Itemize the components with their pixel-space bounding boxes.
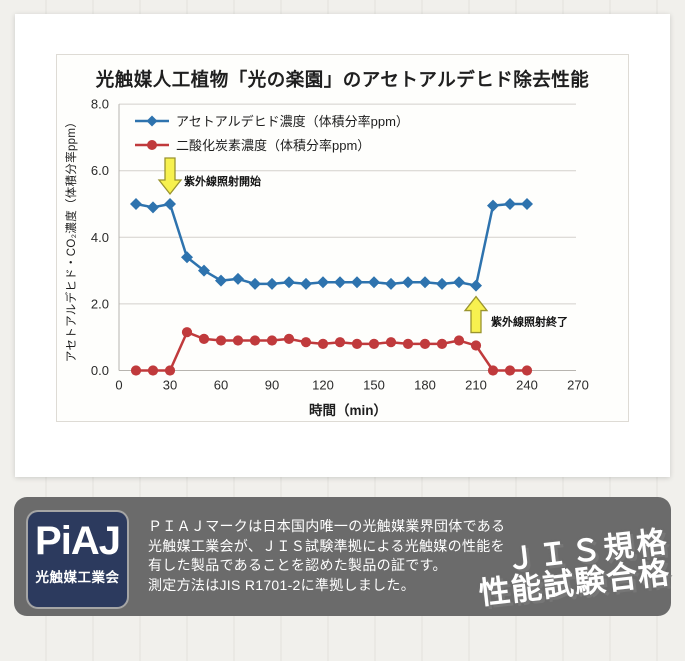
svg-text:紫外線照射開始: 紫外線照射開始 — [184, 174, 261, 188]
svg-text:30: 30 — [163, 378, 177, 393]
acetaldehyde-series-marker-icon — [135, 115, 169, 126]
piaj-footer-panel: PiAJ 光触媒工業会 ＰＩＡＪマークは日本国内唯一の光触媒業界団体である 光触… — [14, 497, 671, 616]
piaj-description: ＰＩＡＪマークは日本国内唯一の光触媒業界団体である 光触媒工業会が、ＪＩＳ試験準… — [148, 517, 505, 595]
svg-text:0: 0 — [115, 378, 122, 393]
piaj-logo-text: PiAJ — [35, 519, 121, 563]
y-axis-title: アセトアルデヒド・CO₂濃度（体積分率ppm） — [66, 115, 78, 363]
svg-text:210: 210 — [465, 378, 487, 393]
svg-text:紫外線照射終了: 紫外線照射終了 — [491, 315, 568, 329]
svg-text:240: 240 — [516, 378, 538, 393]
x-axis-title: 時間（min） — [308, 403, 387, 418]
svg-text:150: 150 — [363, 378, 385, 393]
svg-text:90: 90 — [265, 378, 279, 393]
piaj-logo: PiAJ 光触媒工業会 — [28, 512, 127, 607]
scan-area: 光触媒人工植物「光の楽園」のアセトアルデヒド除去性能 0.0 2.0 4.0 6.0 8… — [56, 54, 629, 422]
co2-series-marker-icon — [135, 139, 169, 150]
legend-item-acetaldehyde: アセトアルデヒド濃度（体積分率ppm） — [132, 111, 409, 130]
description-line-3: 有した製品であることを認めた製品の証です。 — [148, 557, 447, 574]
svg-text:60: 60 — [214, 378, 228, 393]
chart-plot: 0.0 2.0 4.0 6.0 8.0 0 30 60 90 120 150 180 210 240 270… — [91, 97, 589, 393]
description-line-1: ＰＩＡＪマークは日本国内唯一の光触媒業界団体である — [148, 518, 506, 534]
svg-text:2.0: 2.0 — [91, 296, 109, 311]
piaj-logo-subtext: 光触媒工業会 — [35, 570, 120, 585]
svg-text:120: 120 — [312, 378, 334, 393]
document-card: 光触媒人工植物「光の楽園」のアセトアルデヒド除去性能 0.0 2.0 4.0 6.0 8… — [15, 14, 670, 477]
svg-text:180: 180 — [414, 378, 436, 393]
chart-title: 光触媒人工植物「光の楽園」のアセトアルデヒド除去性能 — [95, 69, 590, 90]
legend-item-co2: 二酸化炭素濃度（体積分率ppm） — [132, 135, 409, 154]
svg-text:4.0: 4.0 — [91, 230, 109, 245]
legend-label-co2: 二酸化炭素濃度（体積分率ppm） — [176, 138, 371, 153]
legend-label-acetaldehyde: アセトアルデヒド濃度（体積分率ppm） — [176, 114, 409, 129]
svg-text:8.0: 8.0 — [91, 97, 109, 112]
description-line-4: 測定方法はJIS R1701-2に準拠しました。 — [148, 576, 416, 593]
svg-text:6.0: 6.0 — [91, 163, 109, 178]
svg-text:270: 270 — [567, 378, 589, 393]
svg-text:0.0: 0.0 — [91, 363, 109, 378]
chart-legend: アセトアルデヒド濃度（体積分率ppm） 二酸化炭素濃度（体積分率ppm） — [132, 111, 409, 154]
description-line-2: 光触媒工業会が、ＪＩＳ試験準拠による光触媒の性能を — [148, 537, 505, 554]
